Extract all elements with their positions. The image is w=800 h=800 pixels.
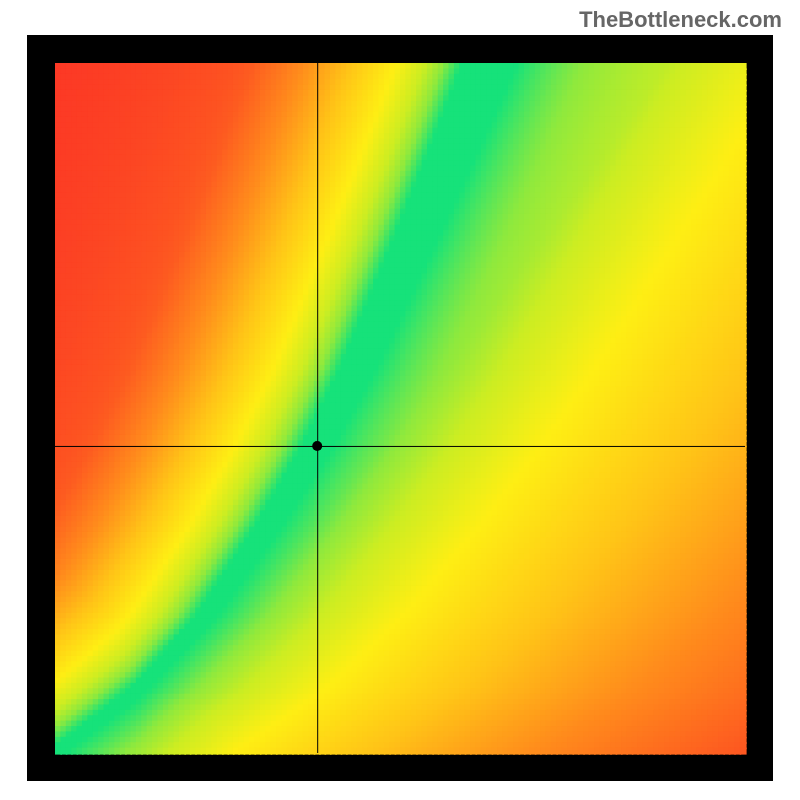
plot-frame <box>27 35 773 781</box>
crosshair-overlay <box>27 35 773 781</box>
figure-container: TheBottleneck.com <box>0 0 800 800</box>
watermark-text: TheBottleneck.com <box>579 7 782 33</box>
